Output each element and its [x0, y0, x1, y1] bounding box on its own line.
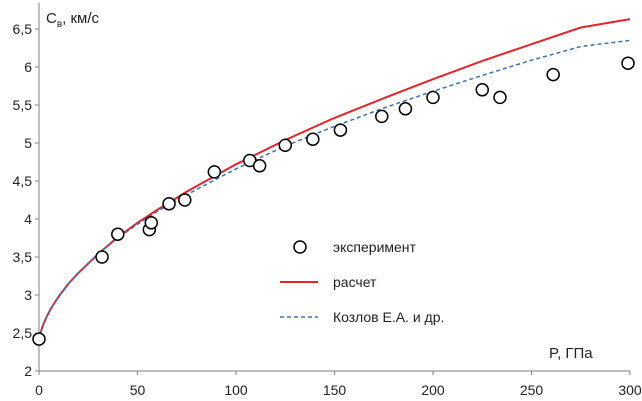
y-tick-label: 5	[24, 135, 32, 151]
y-tick-label: 4,5	[13, 173, 33, 189]
series-markers	[32, 56, 635, 346]
data-point	[95, 250, 109, 264]
data-point	[375, 109, 389, 124]
data-point	[426, 90, 440, 105]
y-axis-title-main: C	[46, 10, 57, 27]
legend-entry-label: эксперимент	[333, 239, 417, 255]
data-point	[162, 197, 176, 211]
data-point	[32, 332, 46, 346]
y-axis-ticks: 2 2,5 3 3,5 4 4,5 5 5,5 6 6,5	[13, 21, 39, 379]
data-point	[546, 67, 560, 82]
data-point	[252, 159, 267, 173]
legend-entry-label: Козлов Е.А. и др.	[333, 309, 444, 325]
data-point	[207, 165, 222, 179]
legend: эксперимент расчет Козлов Е.А. и др.	[280, 239, 444, 325]
data-point	[475, 83, 489, 97]
x-tick-label: 100	[224, 382, 248, 398]
legend-entry-label: расчет	[333, 274, 377, 290]
data-point	[621, 56, 635, 70]
y-tick-label: 3,5	[13, 249, 33, 265]
y-tick-label: 2	[24, 363, 32, 379]
y-tick-label: 5,5	[13, 97, 33, 113]
x-tick-label: 200	[421, 382, 445, 398]
legend-marker-swatch	[293, 240, 307, 254]
x-tick-label: 50	[130, 382, 146, 398]
x-tick-label: 250	[520, 382, 544, 398]
x-tick-label: 150	[323, 382, 347, 398]
y-tick-label: 6,5	[13, 21, 33, 37]
y-axis-title-unit: , км/с	[62, 10, 99, 27]
y-tick-label: 3	[24, 287, 32, 303]
data-point	[278, 138, 292, 153]
y-tick-label: 4	[24, 211, 32, 227]
series-line-reference	[38, 39, 631, 340]
data-point	[178, 193, 192, 207]
x-axis-title: P, ГПа	[549, 345, 593, 362]
y-axis-title: Cв, км/с	[46, 10, 100, 30]
series-line-calculated	[38, 18, 631, 340]
data-point	[398, 102, 413, 116]
data-point	[333, 123, 348, 137]
y-axis-title-sub: в	[57, 19, 62, 30]
series-lines	[38, 18, 631, 340]
data-point	[111, 227, 125, 241]
x-tick-label: 0	[35, 382, 43, 398]
data-point	[306, 132, 320, 146]
data-point	[144, 216, 159, 230]
data-point	[493, 90, 507, 105]
x-tick-label: 300	[618, 382, 642, 398]
x-axis-ticks: 0 50 100 150 200 250 300	[35, 371, 642, 398]
y-tick-label: 6	[24, 59, 32, 75]
y-tick-label: 2,5	[13, 325, 33, 341]
